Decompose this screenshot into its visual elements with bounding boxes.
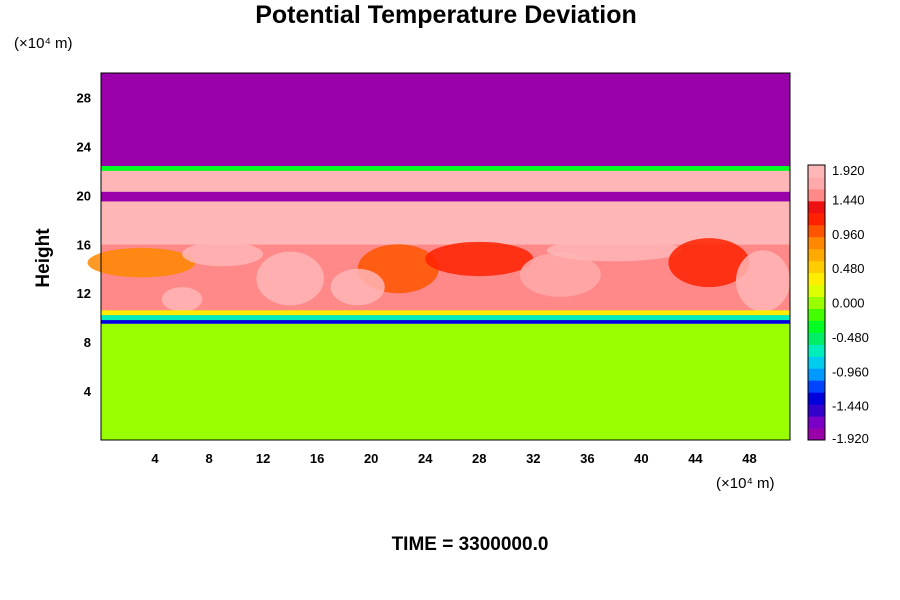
y-axis-ticks: 4 8 12 16 20 24 28 bbox=[77, 90, 92, 399]
y-tick-label: 8 bbox=[84, 335, 91, 350]
boundary-band-upper bbox=[101, 165, 790, 171]
colorbar-swatch bbox=[808, 224, 825, 238]
colorbar-swatch bbox=[808, 404, 825, 417]
heatmap-layer-6 bbox=[101, 73, 790, 169]
y-tick-label: 4 bbox=[84, 384, 92, 399]
heatmap-cell-10 bbox=[161, 287, 203, 312]
x-tick-label: 8 bbox=[205, 451, 212, 466]
boundary-band-yellow bbox=[101, 310, 790, 316]
colorbar-swatch bbox=[808, 416, 825, 429]
boundary-band-cyan bbox=[101, 315, 790, 321]
colorbar bbox=[807, 164, 826, 441]
plot-frame bbox=[100, 72, 791, 441]
heatmap-cell-6 bbox=[546, 239, 682, 262]
x-tick-label: 32 bbox=[526, 451, 540, 466]
colorbar-swatch bbox=[808, 356, 825, 369]
colorbar-tick-label: 0.480 bbox=[832, 261, 865, 276]
y-tick-label: 24 bbox=[77, 139, 92, 154]
heatmap-layer-3 bbox=[101, 201, 790, 245]
x-axis-ticks: 4 8 12 16 20 24 28 32 36 40 44 48 bbox=[151, 451, 756, 466]
colorbar-swatch bbox=[808, 260, 825, 274]
colorbar-tick-label: -1.440 bbox=[832, 399, 869, 414]
colorbar-swatch bbox=[808, 308, 825, 321]
x-tick-label: 48 bbox=[742, 451, 756, 466]
colorbar-swatch bbox=[808, 332, 825, 345]
heatmap-layer-4 bbox=[101, 191, 790, 202]
heatmap-cell-0 bbox=[87, 247, 196, 278]
colorbar-tick-label: 0.960 bbox=[832, 227, 865, 242]
time-label: TIME = 3300000.0 bbox=[392, 534, 549, 555]
colorbar-swatch bbox=[808, 296, 825, 309]
colorbar-swatch bbox=[808, 272, 825, 286]
colorbar-ticks: 1.920 1.440 0.960 0.480 0.000 -0.480 -0.960 -1.… bbox=[832, 163, 869, 446]
heatmap-plot-area bbox=[87, 72, 791, 441]
colorbar-swatch bbox=[808, 368, 825, 381]
colorbar-tick-label: 1.440 bbox=[832, 192, 865, 207]
heatmap-cell-5 bbox=[519, 252, 601, 297]
y-axis-label: Height bbox=[33, 228, 54, 288]
y-tick-label: 12 bbox=[77, 286, 91, 301]
colorbar-tick-label: -0.960 bbox=[832, 364, 869, 379]
heatmap-cell-7 bbox=[668, 238, 750, 288]
x-tick-label: 40 bbox=[634, 451, 648, 466]
colorbar-frame bbox=[807, 164, 826, 441]
colorbar-tick-label: 1.920 bbox=[832, 163, 865, 178]
chart-title: Potential Temperature Deviation bbox=[255, 1, 637, 29]
colorbar-tick-label: -0.480 bbox=[832, 330, 869, 345]
x-tick-label: 36 bbox=[580, 451, 594, 466]
y-unit-label: (×10⁴ m) bbox=[14, 35, 73, 52]
colorbar-swatch bbox=[808, 392, 825, 405]
colorbar-swatch bbox=[808, 248, 825, 262]
colorbar-swatch bbox=[808, 188, 825, 202]
heatmap-cell-4 bbox=[425, 241, 534, 277]
colorbar-swatch bbox=[808, 176, 825, 190]
x-tick-label: 44 bbox=[688, 451, 703, 466]
x-tick-label: 12 bbox=[256, 451, 270, 466]
x-tick-label: 20 bbox=[364, 451, 378, 466]
colorbar-tick-label: -1.920 bbox=[832, 431, 869, 446]
colorbar-swatch bbox=[808, 236, 825, 250]
x-tick-label: 16 bbox=[310, 451, 324, 466]
colorbar-swatch bbox=[808, 165, 825, 178]
x-unit-label: (×10⁴ m) bbox=[716, 475, 775, 492]
colorbar-swatch bbox=[808, 428, 825, 441]
heatmap-layer-5 bbox=[101, 168, 790, 192]
y-tick-label: 16 bbox=[77, 237, 91, 252]
colorbar-swatch bbox=[808, 284, 825, 298]
x-tick-label: 24 bbox=[418, 451, 433, 466]
y-tick-label: 20 bbox=[77, 188, 91, 203]
colorbar-swatch bbox=[808, 344, 825, 357]
y-tick-label: 28 bbox=[77, 90, 91, 105]
x-tick-label: 28 bbox=[472, 451, 486, 466]
heatmap-cell-9 bbox=[330, 268, 385, 306]
heatmap-layer-0 bbox=[101, 323, 790, 440]
heatmap-cell-1 bbox=[182, 241, 264, 267]
colorbar-swatch bbox=[808, 200, 825, 214]
colorbar-swatch bbox=[808, 320, 825, 333]
heatmap-cell-2 bbox=[256, 251, 324, 306]
colorbar-tick-label: 0.000 bbox=[832, 296, 865, 311]
x-tick-label: 4 bbox=[151, 451, 159, 466]
heatmap-cell-8 bbox=[735, 250, 790, 312]
colorbar-swatch bbox=[808, 380, 825, 393]
colorbar-swatch bbox=[808, 212, 825, 226]
